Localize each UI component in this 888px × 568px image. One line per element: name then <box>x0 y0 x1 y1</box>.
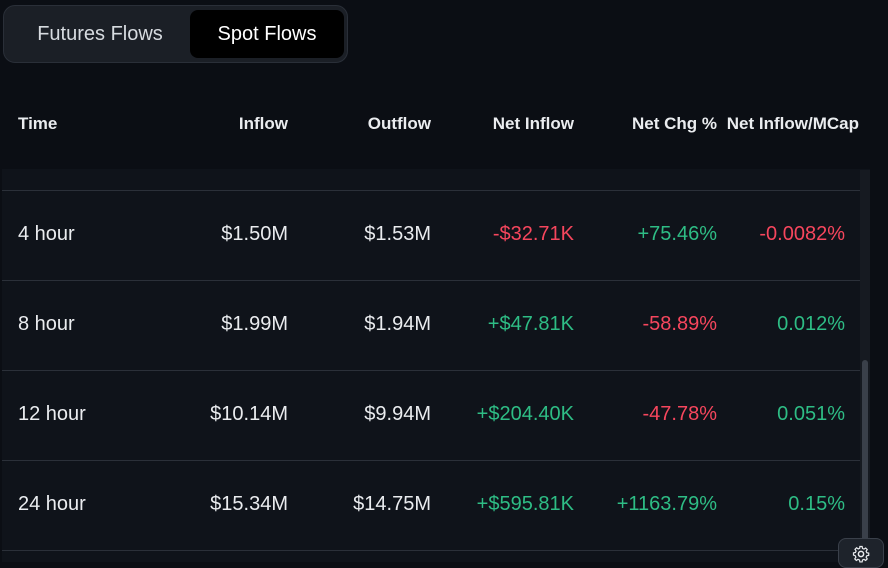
cell-net-inflow: +$47.81K <box>487 313 574 335</box>
cell-net-chg: -47.78% <box>642 403 718 425</box>
row-divider <box>2 190 860 191</box>
header-outflow[interactable]: Outflow <box>367 114 431 133</box>
header-net-inflow[interactable]: Net Inflow <box>492 114 574 133</box>
cell-net-chg: +1163.79% <box>616 493 717 515</box>
header-time[interactable]: Time <box>18 114 58 133</box>
cell-net-inflow-mcap: 0.051% <box>777 403 845 425</box>
cell-inflow: $1.50M <box>221 223 288 245</box>
flows-table: Time Inflow Outflow Net Inflow Net Chg %… <box>2 80 870 562</box>
cell-net-chg: +75.46% <box>637 223 717 245</box>
cell-outflow: $1.53M <box>364 223 431 245</box>
cell-inflow: $1.99M <box>221 313 288 335</box>
cell-outflow: $14.75M <box>353 493 431 515</box>
cell-time: 24 hour <box>18 493 86 515</box>
cell-net-inflow: +$204.40K <box>476 403 574 425</box>
tab-spot-flows[interactable]: Spot Flows <box>190 10 344 58</box>
flow-type-tabs: Futures Flows Spot Flows <box>3 5 348 63</box>
header-inflow[interactable]: Inflow <box>238 114 288 133</box>
cell-net-inflow: +$595.81K <box>476 493 574 515</box>
row-divider <box>2 280 860 281</box>
table-row[interactable]: 12 hour $10.14M $9.94M +$204.40K -47.78%… <box>2 371 860 461</box>
table-row[interactable]: 4 hour $1.50M $1.53M -$32.71K +75.46% -0… <box>2 191 860 281</box>
cell-net-inflow-mcap: 0.012% <box>777 313 845 335</box>
cell-net-inflow-mcap: 0.15% <box>788 493 845 515</box>
row-divider <box>2 460 860 461</box>
table-header: Time Inflow Outflow Net Inflow Net Chg %… <box>2 80 870 169</box>
cell-outflow: $9.94M <box>364 403 431 425</box>
row-divider <box>2 550 860 551</box>
row-divider <box>2 370 860 371</box>
cell-inflow: $10.14M <box>210 403 288 425</box>
cell-inflow: $15.34M <box>210 493 288 515</box>
table-row[interactable]: 8 hour $1.99M $1.94M +$47.81K -58.89% 0.… <box>2 281 860 371</box>
cell-net-inflow-mcap: -0.0082% <box>759 223 845 245</box>
cell-net-inflow: -$32.71K <box>492 223 574 245</box>
cell-outflow: $1.94M <box>364 313 431 335</box>
cell-time: 12 hour <box>18 403 86 425</box>
cell-net-chg: -58.89% <box>642 313 718 335</box>
vertical-scrollbar[interactable] <box>860 170 870 562</box>
cell-time: 8 hour <box>18 313 75 335</box>
header-net-inflow-mcap[interactable]: Net Inflow/MCap <box>726 114 859 133</box>
cell-time: 4 hour <box>18 223 75 245</box>
table-row[interactable]: 24 hour $15.34M $14.75M +$595.81K +1163.… <box>2 461 860 551</box>
tab-futures-flows[interactable]: Futures Flows <box>37 23 163 45</box>
header-net-chg[interactable]: Net Chg % <box>632 114 717 133</box>
settings-button[interactable] <box>838 538 884 568</box>
scrollbar-thumb[interactable] <box>862 360 868 560</box>
